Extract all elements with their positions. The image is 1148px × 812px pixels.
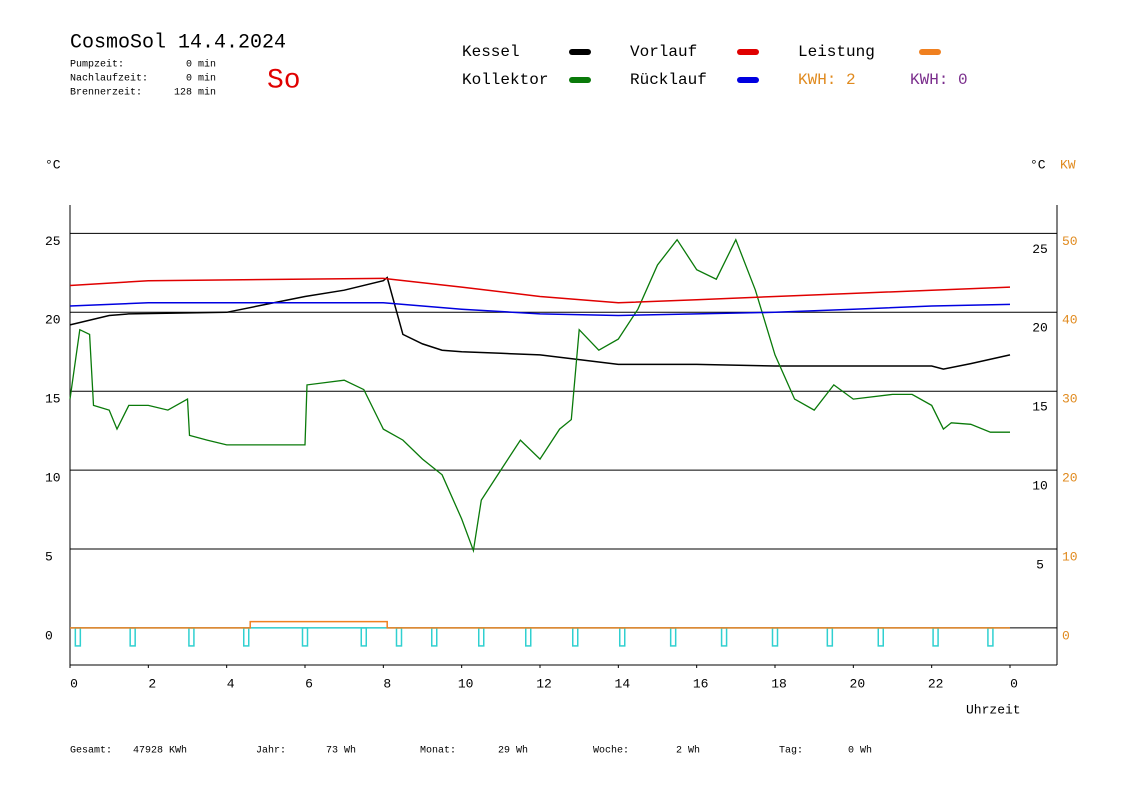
x-tick-label: 16 [693, 676, 709, 691]
series-line [69, 276, 1011, 370]
pump-pulse [243, 627, 250, 647]
stat-label: Pumpzeit: [70, 59, 124, 71]
pump-pulse [877, 627, 884, 647]
y-tick-label: 5 [45, 549, 53, 564]
x-tick-label: 6 [305, 676, 313, 691]
footer-value: 2 Wh [676, 745, 700, 757]
y2-axis-label: KW [1060, 157, 1076, 172]
footer-label: Gesamt: [70, 746, 112, 757]
y2-tick-label: 40 [1062, 313, 1078, 328]
pump-pulse [619, 627, 626, 647]
pump-pulse [395, 627, 403, 647]
x-tick-label: 14 [615, 676, 631, 691]
footer-label: Woche: [593, 745, 629, 757]
x-tick-label: 18 [771, 676, 787, 691]
footer-value: 47928 KWh [133, 745, 187, 757]
x-tick-label: 20 [850, 676, 866, 691]
x-axis-label: Uhrzeit [966, 702, 1021, 717]
y2-tick-label: 10 [1062, 549, 1078, 564]
x-tick-label: 10 [458, 676, 474, 691]
x-tick-label: 4 [227, 676, 235, 691]
stat-label: Brennerzeit: [70, 87, 142, 99]
pump-pulse [129, 627, 136, 647]
footer-label: Jahr: [256, 745, 286, 757]
y-tick-label-right: 25 [1032, 242, 1048, 257]
pump-pulse [478, 627, 485, 647]
weekday: So [267, 65, 301, 96]
stat-value: 0 min [186, 59, 216, 71]
x-tick-label: 2 [148, 676, 156, 691]
pump-pulse [74, 627, 82, 647]
footer-value: 73 Wh [326, 745, 356, 757]
x-tick-label: 22 [928, 676, 944, 691]
y-tick-label: 20 [45, 313, 61, 328]
y2-tick-label: 20 [1062, 471, 1078, 486]
pump-pulse [720, 627, 728, 647]
pump-pulse [572, 627, 579, 647]
footer-value: 29 Wh [498, 745, 528, 757]
series-line [70, 620, 1010, 629]
legend-label: Kessel [462, 43, 520, 61]
legend-label: Kollektor [462, 71, 548, 89]
pump-pulse [525, 627, 532, 647]
title: CosmoSol 14.4.2024 [70, 31, 286, 54]
y-tick-label: 15 [45, 392, 61, 407]
y-axis-label: °C [45, 157, 61, 172]
legend-label: Rücklauf [630, 71, 707, 89]
y2-tick-label: 50 [1062, 234, 1078, 249]
y-tick-label-right: 10 [1032, 479, 1048, 494]
legend-label: Leistung [798, 43, 875, 61]
pump-pulse [669, 627, 677, 647]
y2-tick-label: 0 [1062, 628, 1070, 643]
stat-value: 128 min [174, 87, 216, 99]
x-tick-label: 0 [1010, 676, 1018, 691]
pump-pulse [932, 627, 939, 647]
y-tick-label: 10 [45, 471, 61, 486]
x-tick-label: 12 [536, 676, 552, 691]
series-line [69, 302, 1011, 317]
stat-label: Nachlaufzeit: [70, 73, 148, 85]
pump-pulse [301, 627, 309, 647]
footer-label: Monat: [420, 746, 456, 757]
y2-tick-label: 30 [1062, 392, 1078, 407]
kwh-label: KWH: 2 [798, 71, 856, 89]
y-tick-label-right: 15 [1032, 400, 1048, 415]
footer-label: Tag: [779, 746, 803, 757]
pump-pulse [987, 627, 994, 647]
x-tick-label: 0 [70, 676, 78, 691]
pump-pulse [188, 627, 195, 647]
series-line [69, 238, 1010, 554]
y-tick-label: 25 [45, 234, 61, 249]
stat-value: 0 min [186, 73, 216, 85]
y-tick-label-right: 20 [1032, 321, 1048, 336]
pump-pulse [771, 627, 779, 647]
pump-pulse [360, 627, 367, 647]
series-line [69, 277, 1011, 304]
legend-label: Vorlauf [630, 43, 697, 61]
x-tick-label: 8 [383, 676, 391, 691]
footer-value: 0 Wh [848, 745, 872, 757]
y-tick-label-right: 5 [1036, 557, 1044, 572]
y-tick-label: 0 [45, 628, 53, 643]
kwh-label: KWH: 0 [910, 71, 968, 89]
pump-pulse [826, 627, 834, 647]
pump-pulse [431, 627, 438, 647]
y-axis-label-right: °C [1030, 157, 1046, 172]
